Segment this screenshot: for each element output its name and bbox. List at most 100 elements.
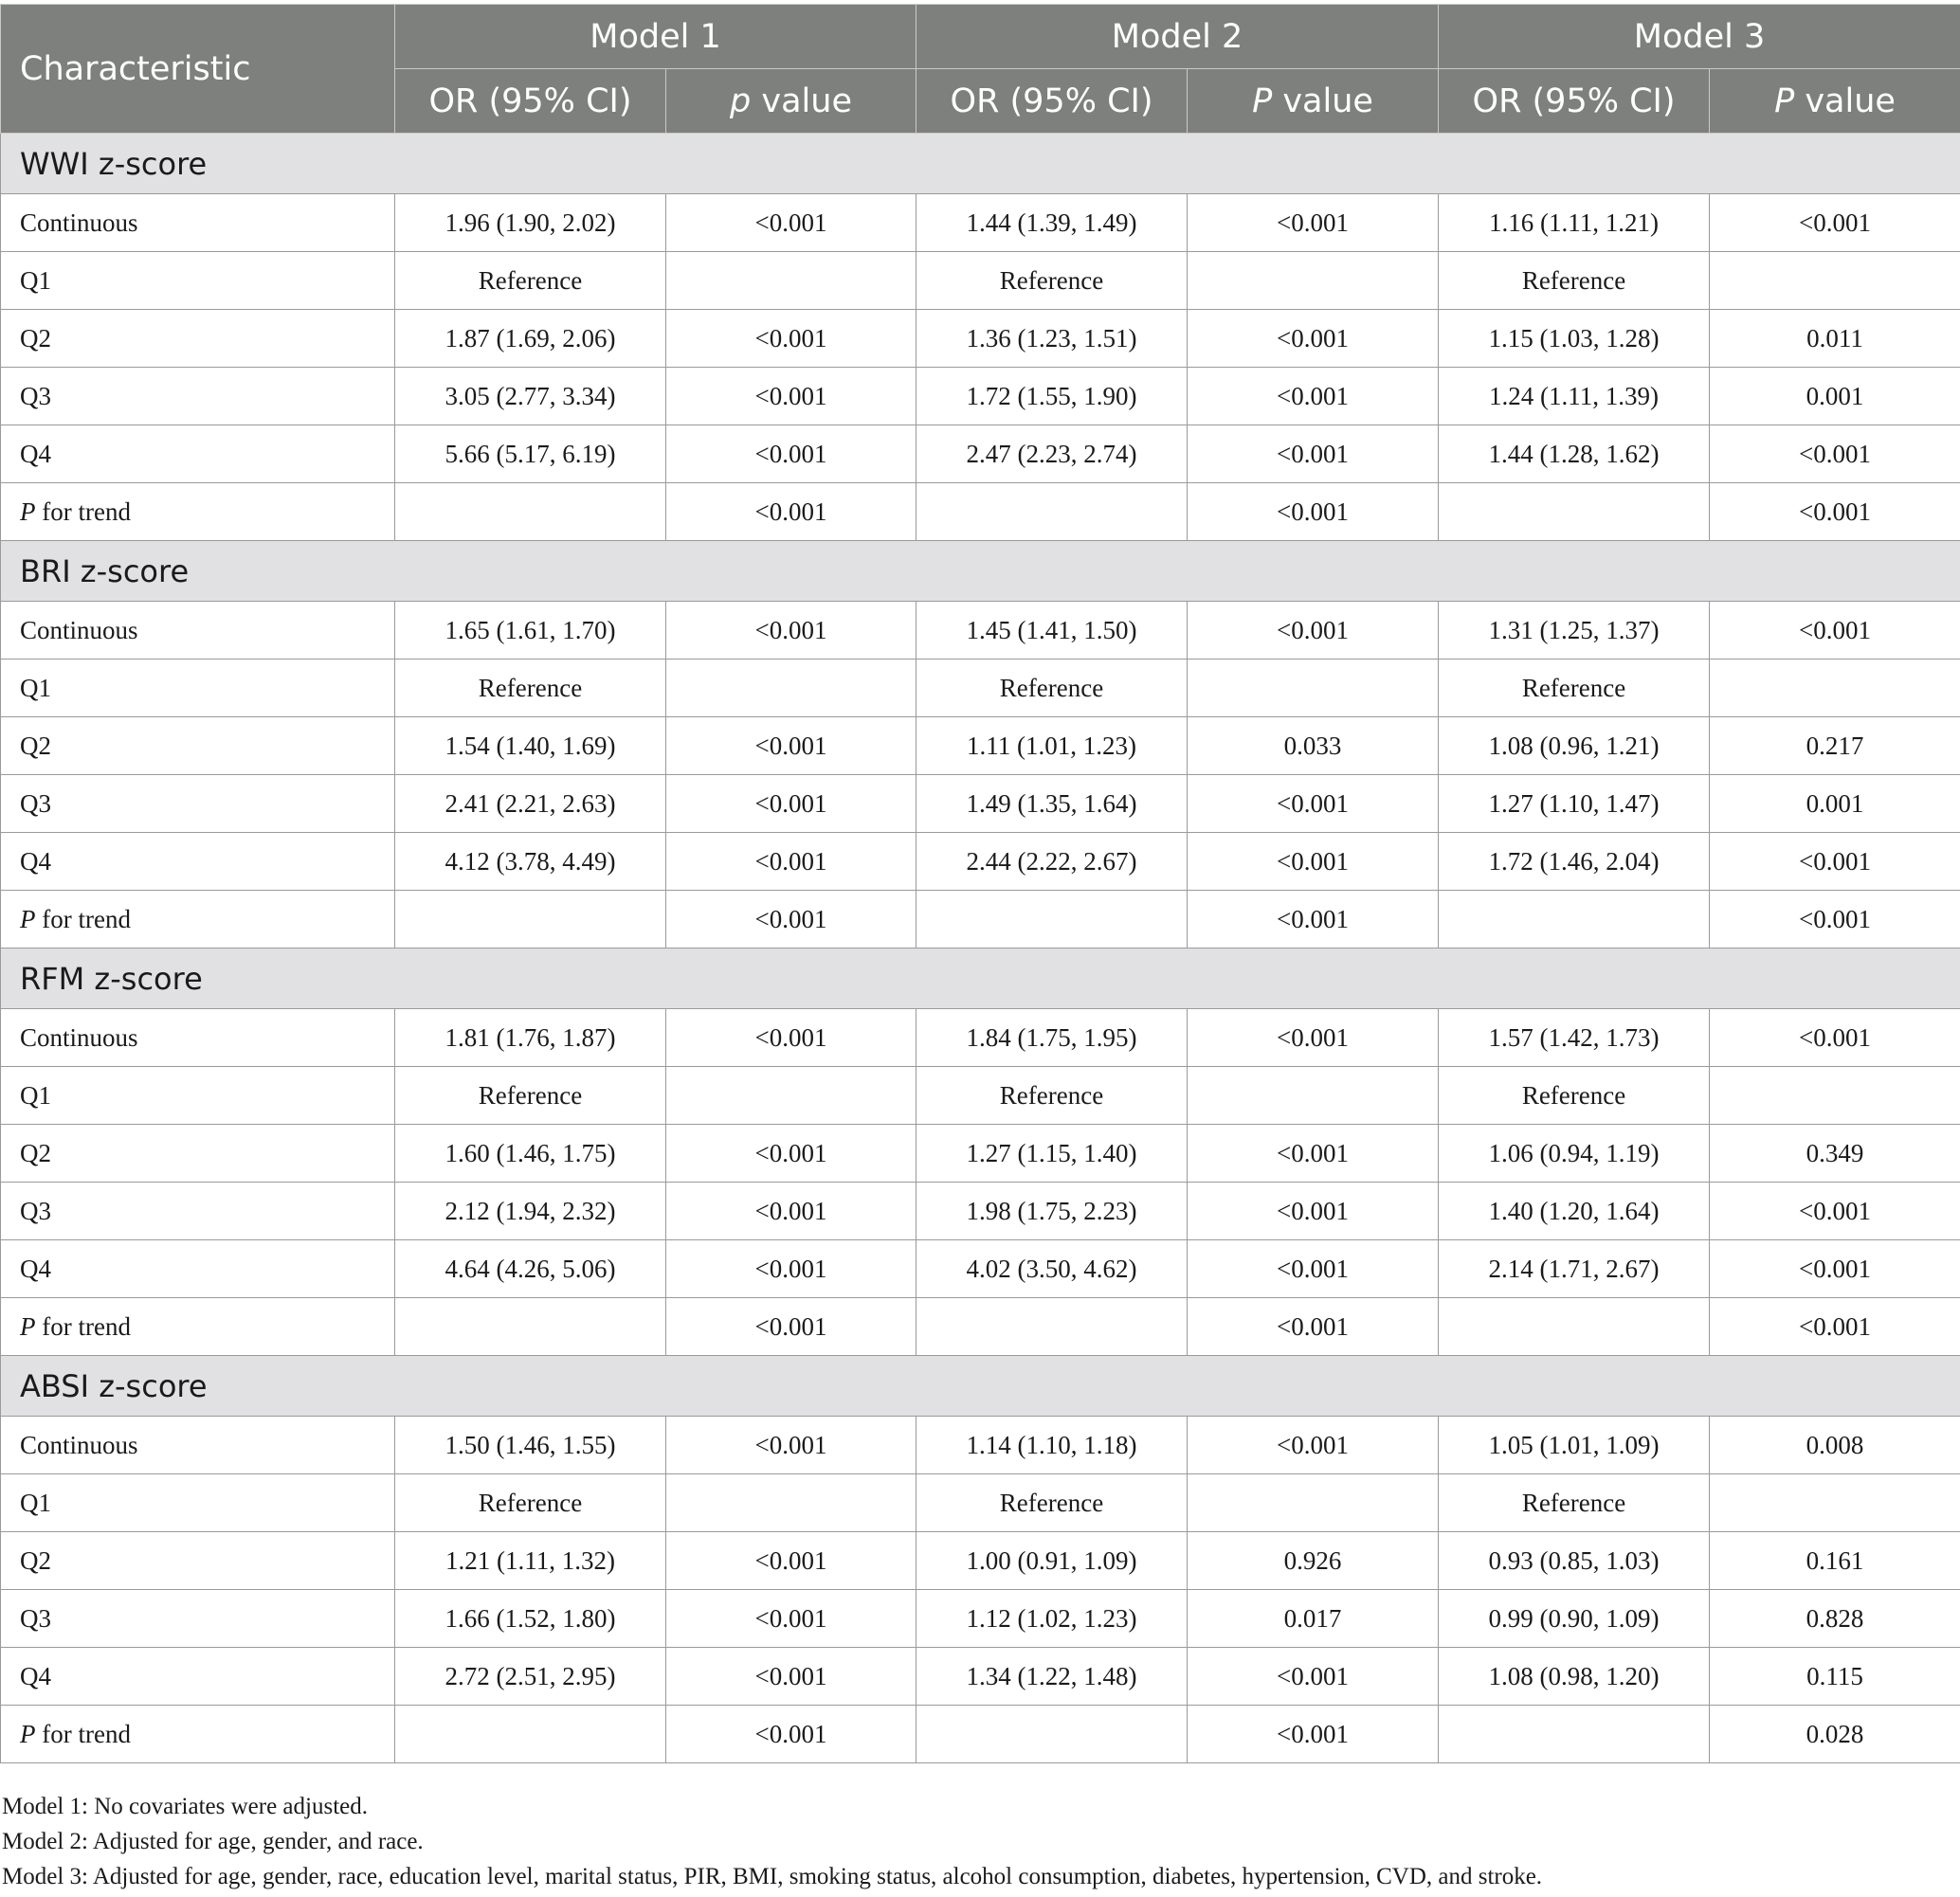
or-ci-cell: 1.31 (1.25, 1.37) [1438,601,1711,659]
p-value-cell: <0.001 [664,832,917,891]
or-ci-cell: 1.84 (1.75, 1.95) [916,1008,1189,1067]
p-value-cell: 0.033 [1187,716,1440,775]
p-value-cell [1187,659,1440,717]
or-ci-cell: 1.06 (0.94, 1.19) [1438,1124,1711,1183]
p-value-cell: <0.001 [664,367,917,425]
table-row: Q4 4.64 (4.26, 5.06) <0.001 4.02 (3.50, 4.6… [0,1239,1960,1298]
or-ci-cell: 1.45 (1.41, 1.50) [916,601,1189,659]
p-value-cell: <0.001 [1187,832,1440,891]
header-p-rest: value [1272,81,1373,120]
p-value-cell: <0.001 [664,716,917,775]
header-or-ci-model-2: OR (95% CI) [916,68,1189,134]
p-value-cell: 0.008 [1709,1416,1960,1474]
p-value-cell [664,251,917,310]
p-value-cell: <0.001 [1187,193,1440,252]
p-value-cell: <0.001 [664,1531,917,1590]
row-label: P for trend [0,1297,395,1356]
p-value-cell: <0.001 [1187,1008,1440,1067]
row-label: Q1 [0,251,395,310]
p-value-cell: 0.828 [1709,1589,1960,1648]
row-label-italic: P [20,1311,36,1341]
or-ci-cell [1438,890,1711,948]
header-p-rest: value [1794,81,1896,120]
or-ci-cell: 1.16 (1.11, 1.21) [1438,193,1711,252]
p-value-cell: <0.001 [664,1008,917,1067]
or-ci-cell [916,482,1189,541]
or-ci-cell: 1.08 (0.96, 1.21) [1438,716,1711,775]
table-row: Continuous 1.50 (1.46, 1.55) <0.001 1.14 (1… [0,1416,1960,1474]
p-value-cell [1709,1066,1960,1125]
table-row: Q4 5.66 (5.17, 6.19) <0.001 2.47 (2.23, 2.7… [0,425,1960,483]
p-value-cell: 0.926 [1187,1531,1440,1590]
p-value-cell: <0.001 [664,1416,917,1474]
p-value-cell: <0.001 [1709,482,1960,541]
p-value-cell: <0.001 [1187,1297,1440,1356]
row-label: P for trend [0,1705,395,1763]
or-ci-cell: Reference [916,659,1189,717]
or-ci-cell: 1.00 (0.91, 1.09) [916,1531,1189,1590]
or-ci-cell: 4.02 (3.50, 4.62) [916,1239,1189,1298]
or-ci-cell: Reference [1438,659,1711,717]
p-value-cell: <0.001 [664,1124,917,1183]
p-value-cell: <0.001 [1187,1647,1440,1706]
table-row: Q3 2.12 (1.94, 2.32) <0.001 1.98 (1.75, 2.2… [0,1182,1960,1240]
or-ci-cell: 1.44 (1.28, 1.62) [1438,425,1711,483]
p-value-cell: <0.001 [1709,1297,1960,1356]
or-ci-cell [916,890,1189,948]
p-value-cell: <0.001 [1709,601,1960,659]
table-row: Continuous 1.81 (1.76, 1.87) <0.001 1.84 (1… [0,1008,1960,1067]
p-value-cell: <0.001 [1709,193,1960,252]
table-row: P for trend <0.001 <0.001 <0.001 [0,1297,1960,1356]
or-ci-cell: 1.15 (1.03, 1.28) [1438,309,1711,368]
table-row: P for trend <0.001 <0.001 0.028 [0,1705,1960,1763]
header-or-ci-model-1: OR (95% CI) [394,68,666,134]
or-ci-cell: 1.27 (1.15, 1.40) [916,1124,1189,1183]
header-model-2: Model 2 [916,4,1440,69]
row-label: Q1 [0,1473,395,1532]
p-value-cell [1187,1066,1440,1125]
or-ci-cell: 1.66 (1.52, 1.80) [394,1589,666,1648]
footnote-model-3: Model 3: Adjusted for age, gender, race,… [2,1864,1543,1889]
table-row: Q2 1.54 (1.40, 1.69) <0.001 1.11 (1.01, 1.2… [0,716,1960,775]
or-ci-cell: Reference [916,1473,1189,1532]
p-value-cell: 0.028 [1709,1705,1960,1763]
row-label: Q3 [0,367,395,425]
table-footnotes: Model 1: No covariates were adjusted. Mo… [0,1789,1960,1894]
or-ci-cell [394,482,666,541]
table-row: Q2 1.21 (1.11, 1.32) <0.001 1.00 (0.91, 1.0… [0,1531,1960,1590]
table-row: Q4 4.12 (3.78, 4.49) <0.001 2.44 (2.22, 2.6… [0,832,1960,891]
or-ci-cell: Reference [394,1473,666,1532]
or-ci-cell: 1.05 (1.01, 1.09) [1438,1416,1711,1474]
p-value-cell: <0.001 [1709,832,1960,891]
p-value-cell: <0.001 [664,1705,917,1763]
header-p-rest: value [751,81,852,120]
or-ci-cell [1438,1297,1711,1356]
or-ci-cell: 2.41 (2.21, 2.63) [394,774,666,833]
table-row: Q1 Reference Reference Reference [0,1066,1960,1125]
header-characteristic: Characteristic [0,4,395,134]
p-value-cell: <0.001 [1187,1239,1440,1298]
row-label: Q2 [0,309,395,368]
results-table-container: Characteristic Model 1 Model 2 Model 3 O… [0,4,1960,1763]
or-ci-cell: 1.49 (1.35, 1.64) [916,774,1189,833]
table-row: P for trend <0.001 <0.001 <0.001 [0,890,1960,948]
p-value-cell: 0.001 [1709,367,1960,425]
or-ci-cell: 1.27 (1.10, 1.47) [1438,774,1711,833]
or-ci-cell: 0.93 (0.85, 1.03) [1438,1531,1711,1590]
table-body: WWI z-score Continuous 1.96 (1.90, 2.02) <0… [0,133,1960,1763]
or-ci-cell: 1.34 (1.22, 1.48) [916,1647,1189,1706]
p-value-cell [1187,1473,1440,1532]
header-model-1: Model 1 [393,4,917,69]
p-value-cell [1187,251,1440,310]
p-value-cell [664,659,917,717]
row-label: Continuous [0,601,395,659]
table-row: P for trend <0.001 <0.001 <0.001 [0,482,1960,541]
p-value-cell: <0.001 [1709,1008,1960,1067]
or-ci-cell: Reference [1438,1066,1711,1125]
or-ci-cell: 1.96 (1.90, 2.02) [394,193,666,252]
or-ci-cell: 1.08 (0.98, 1.20) [1438,1647,1711,1706]
header-p-italic: P [1252,81,1273,120]
table-row: Q2 1.60 (1.46, 1.75) <0.001 1.27 (1.15, 1.4… [0,1124,1960,1183]
p-value-cell: <0.001 [1187,601,1440,659]
or-ci-cell: 1.12 (1.02, 1.23) [916,1589,1189,1648]
